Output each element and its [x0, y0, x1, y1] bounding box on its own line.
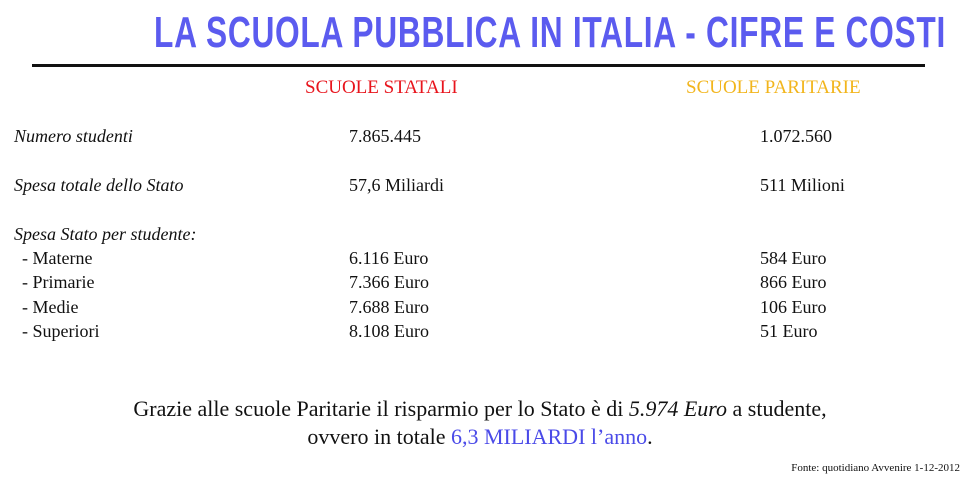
- value-statali: 6.116 Euro: [349, 248, 429, 268]
- value-statali: 7.366 Euro: [349, 272, 429, 292]
- value-paritarie: 866 Euro: [760, 272, 827, 292]
- conclusion-line-2: ovvero in totale 6,3 MILIARDI l’anno.: [0, 424, 960, 450]
- row-label: Numero studenti: [14, 126, 133, 146]
- page-title: LA SCUOLA PUBBLICA IN ITALIA - CIFRE E C…: [0, 8, 960, 58]
- source-note: Fonte: quotidiano Avvenire 1-12-2012: [791, 462, 960, 474]
- value-statali: 7.865.445: [349, 126, 421, 146]
- text: .: [647, 424, 653, 449]
- column-header-statali: SCUOLE STATALI: [305, 77, 458, 98]
- text: l’anno: [585, 424, 648, 449]
- row-label: - Materne: [22, 248, 93, 268]
- column-header-paritarie: SCUOLE PARITARIE: [686, 77, 861, 98]
- title-text: LA SCUOLA PUBBLICA IN ITALIA - CIFRE E C…: [153, 8, 946, 57]
- value-statali: 57,6 Miliardi: [349, 175, 444, 195]
- text: Grazie alle scuole Paritarie il risparmi…: [133, 396, 629, 421]
- text: a studente,: [727, 396, 827, 421]
- row-label-per-student: Spesa Stato per studente:: [14, 224, 197, 244]
- row-label: Spesa totale dello Stato: [14, 175, 184, 195]
- value-paritarie: 1.072.560: [760, 126, 832, 146]
- divider: [32, 64, 925, 67]
- value-statali: 7.688 Euro: [349, 297, 429, 317]
- row-label: - Superiori: [22, 321, 100, 341]
- value-statali: 8.108 Euro: [349, 321, 429, 341]
- conclusion-line-1: Grazie alle scuole Paritarie il risparmi…: [0, 396, 960, 422]
- row-label: - Medie: [22, 297, 79, 317]
- savings-per-student: 5.974 Euro: [628, 396, 728, 421]
- total-savings: 6,3 MILIARDI: [450, 424, 586, 449]
- row-label: - Primarie: [22, 272, 95, 292]
- text: ovvero in totale: [307, 424, 451, 449]
- value-paritarie: 511 Milioni: [760, 175, 845, 195]
- value-paritarie: 584 Euro: [760, 248, 827, 268]
- value-paritarie: 106 Euro: [760, 297, 827, 317]
- value-paritarie: 51 Euro: [760, 321, 818, 341]
